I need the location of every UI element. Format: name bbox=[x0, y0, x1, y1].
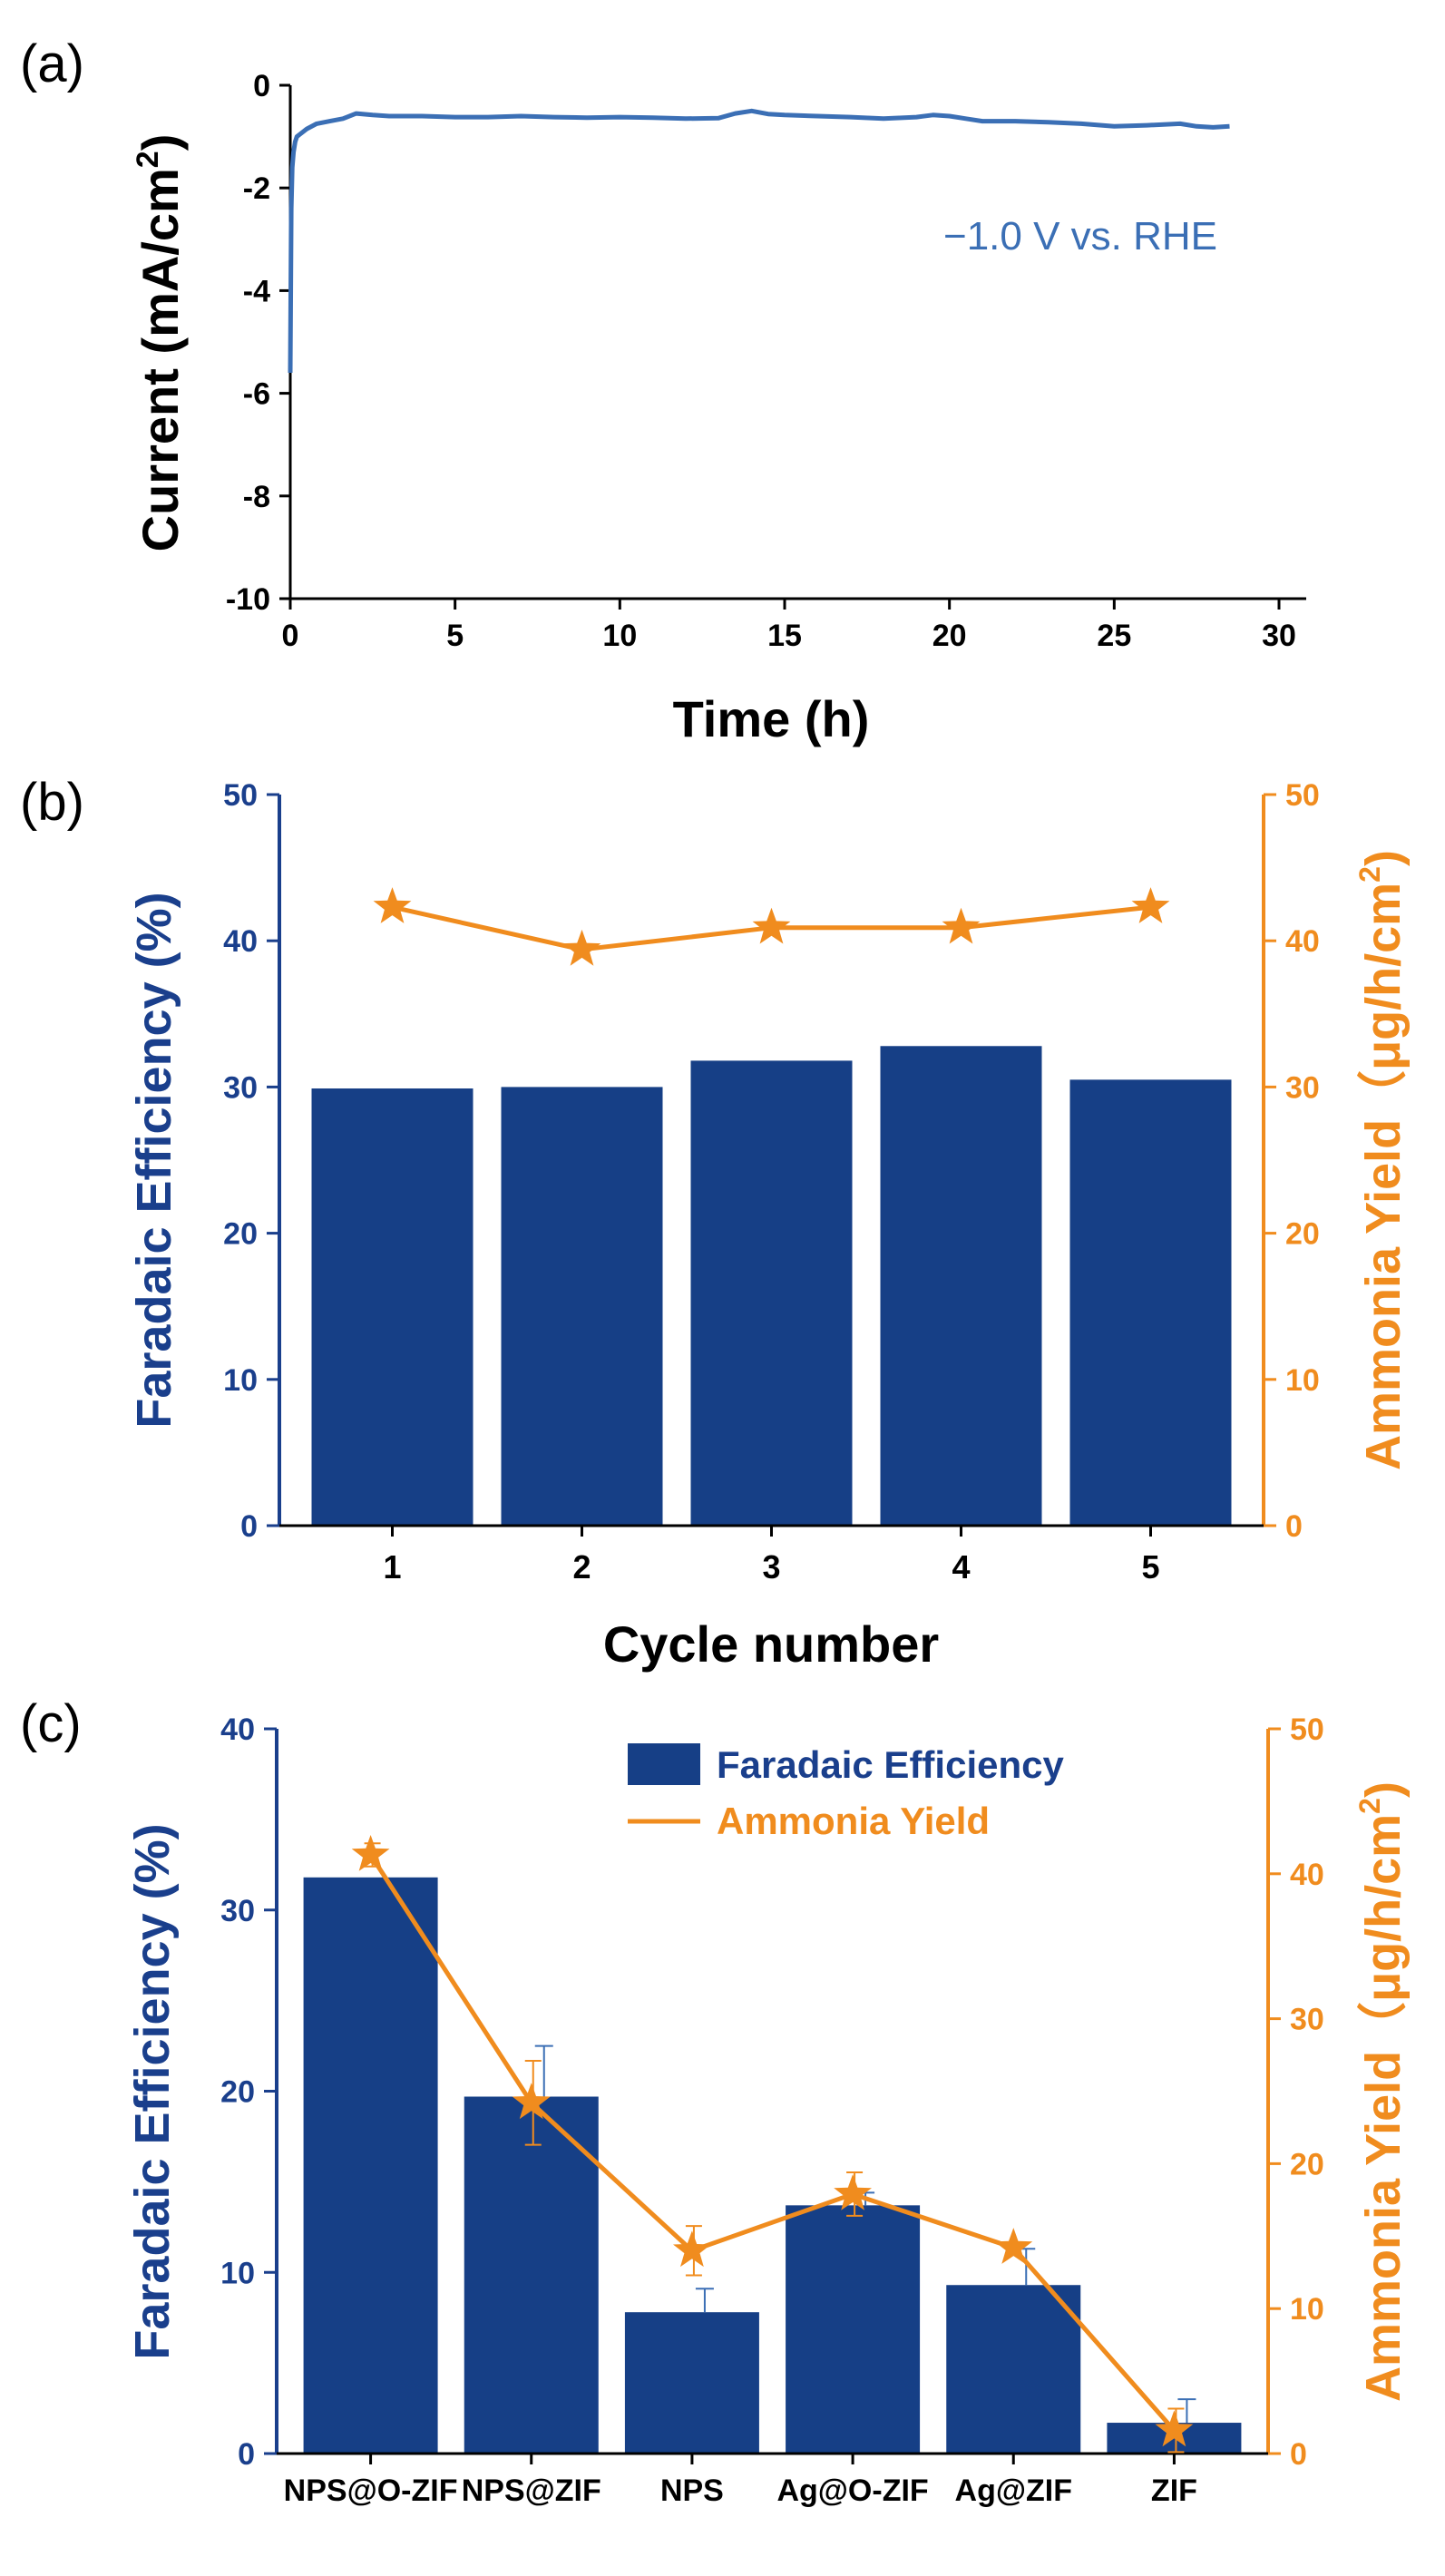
panel-c-left-tick-label: 0 bbox=[238, 2437, 255, 2472]
panel-c: 0 10 20 30 40 0 10 20 30 40 50 NPS@O-ZIF NPS@ZIF NPS A… bbox=[125, 1712, 1411, 2508]
panel-c-legend: Faradaic Efficiency Ammonia Yield bbox=[628, 1743, 1064, 1842]
panel-b-left-tick-label: 30 bbox=[223, 1070, 258, 1105]
panel-a-y-tick-label: -6 bbox=[243, 377, 270, 412]
panel-a-y-tick-label: -4 bbox=[243, 274, 270, 308]
panel-a-label: (a) bbox=[20, 34, 84, 93]
panel-c-yield-point bbox=[673, 2230, 711, 2268]
panel-a-y-tick-label: -2 bbox=[243, 171, 270, 206]
legend-yield-label: Ammonia Yield bbox=[717, 1800, 990, 1842]
panel-c-yield-point bbox=[994, 2228, 1033, 2264]
panel-a: 0 5 10 15 20 25 300-2-4-6-8-10 −1.0 V vs. RHE … bbox=[131, 69, 1306, 747]
panel-c-right-title: Ammonia Yield（μg/h/cm2) bbox=[1353, 1781, 1411, 2402]
panel-c-yield-point bbox=[512, 2083, 551, 2120]
panel-c-x-tick-label: Ag@O-ZIF bbox=[776, 2474, 928, 2508]
panel-b-yield-point bbox=[752, 907, 791, 944]
panel-c-label: (c) bbox=[20, 1694, 82, 1753]
panel-b-label: (b) bbox=[20, 773, 84, 832]
panel-a-annotation: −1.0 V vs. RHE bbox=[943, 214, 1217, 259]
panel-a-y-title: Current (mA/cm2) bbox=[131, 134, 189, 552]
panel-b: 0 0 10 10 20 20 30 30 40 40 50 50 1 2 3 4 5 Cycle number… bbox=[127, 778, 1411, 1673]
panel-b-left-tick-label: 20 bbox=[223, 1217, 258, 1252]
panel-b-yield-point bbox=[562, 929, 601, 966]
panel-a-x-tick-label: 25 bbox=[1097, 619, 1131, 653]
panel-a-x-title: Time (h) bbox=[673, 690, 870, 747]
panel-c-fe-bar bbox=[464, 2096, 599, 2454]
panel-c-left-tick-label: 30 bbox=[220, 1894, 255, 1928]
panel-b-left-tick-label: 0 bbox=[240, 1509, 258, 1544]
panel-b-x-tick-label: 1 bbox=[383, 1548, 401, 1586]
panel-a-current-line bbox=[288, 108, 1230, 374]
panel-b-fe-bar bbox=[880, 1046, 1042, 1526]
panel-a-x-tick-label: 20 bbox=[932, 619, 967, 653]
panel-b-yield-point bbox=[373, 887, 412, 923]
panel-b-right-tick-label: 40 bbox=[1285, 924, 1320, 959]
panel-c-fe-bar bbox=[624, 2312, 759, 2454]
panel-b-fe-bar bbox=[1069, 1079, 1232, 1526]
panel-c-yield-point bbox=[1155, 2410, 1194, 2447]
panel-a-x-tick-label: 10 bbox=[602, 619, 637, 653]
panel-b-x-tick-label: 3 bbox=[762, 1548, 780, 1586]
panel-b-left-title: Faradaic Efficiency (%) bbox=[127, 892, 181, 1428]
panel-c-right-tick-label: 40 bbox=[1290, 1858, 1324, 1892]
panel-b-x-tick-label: 2 bbox=[572, 1548, 591, 1586]
panel-c-right-tick-label: 0 bbox=[1290, 2437, 1307, 2472]
panel-a-x-tick-label: 0 bbox=[282, 619, 299, 653]
panel-a-x-tick-label: 5 bbox=[446, 619, 464, 653]
panel-b-x-tick-label: 5 bbox=[1141, 1548, 1159, 1586]
panel-c-right-tick-label: 50 bbox=[1290, 1712, 1324, 1747]
panel-b-x-title: Cycle number bbox=[603, 1615, 939, 1673]
panel-b-x-tick-label: 4 bbox=[952, 1548, 970, 1586]
panel-c-fe-bar bbox=[786, 2205, 921, 2454]
panel-a-x-tick-label: 30 bbox=[1262, 619, 1296, 653]
panel-c-x-tick-label: ZIF bbox=[1151, 2474, 1197, 2508]
panel-c-fe-bar bbox=[303, 1877, 438, 2454]
panel-c-x-tick-label: NPS@O-ZIF bbox=[284, 2474, 458, 2508]
panel-b-right-tick-label: 10 bbox=[1285, 1363, 1320, 1398]
panel-c-left-tick-label: 40 bbox=[220, 1712, 255, 1747]
panel-a-y-tick-label: -10 bbox=[226, 582, 270, 617]
panel-b-fe-bar bbox=[690, 1060, 853, 1526]
legend-fe-label: Faradaic Efficiency bbox=[717, 1743, 1064, 1786]
panel-c-left-tick-label: 20 bbox=[220, 2075, 255, 2110]
panel-c-yield-point bbox=[351, 1835, 390, 1871]
panel-c-right-tick-label: 20 bbox=[1290, 2147, 1324, 2181]
panel-c-yield-point bbox=[834, 2174, 872, 2210]
panel-b-right-tick-label: 30 bbox=[1285, 1070, 1320, 1105]
panel-c-fe-bar bbox=[946, 2285, 1081, 2454]
panel-b-yield-point bbox=[1131, 887, 1170, 923]
panel-b-fe-bar bbox=[501, 1087, 663, 1526]
panel-a-y-tick-label: 0 bbox=[253, 69, 270, 103]
panel-b-right-tick-label: 20 bbox=[1285, 1217, 1320, 1252]
panel-b-right-title: Ammonia Yield（μg/h/cm2) bbox=[1353, 850, 1411, 1470]
panel-b-left-tick-label: 50 bbox=[223, 778, 258, 813]
panel-b-right-tick-label: 50 bbox=[1285, 778, 1320, 813]
panel-c-right-tick-label: 10 bbox=[1290, 2292, 1324, 2327]
panel-c-yield-line bbox=[368, 1853, 1177, 2433]
panel-a-y-tick-label: -8 bbox=[243, 480, 270, 514]
panel-b-left-tick-label: 40 bbox=[223, 924, 258, 959]
panel-c-x-tick-label: NPS@ZIF bbox=[462, 2474, 601, 2508]
panel-c-left-title: Faradaic Efficiency (%) bbox=[125, 1823, 180, 2359]
panel-b-left-tick-label: 10 bbox=[223, 1363, 258, 1398]
panel-c-x-tick-label: Ag@ZIF bbox=[955, 2474, 1072, 2508]
panel-c-right-tick-label: 30 bbox=[1290, 2003, 1324, 2037]
panel-b-fe-bar bbox=[311, 1088, 474, 1526]
panel-a-x-tick-label: 15 bbox=[767, 619, 802, 653]
legend-fe-swatch bbox=[628, 1743, 700, 1785]
panel-b-right-tick-label: 0 bbox=[1285, 1509, 1303, 1544]
panel-b-yield-point bbox=[942, 907, 981, 944]
panel-c-x-tick-label: NPS bbox=[660, 2474, 724, 2508]
panel-c-left-tick-label: 10 bbox=[220, 2256, 255, 2290]
